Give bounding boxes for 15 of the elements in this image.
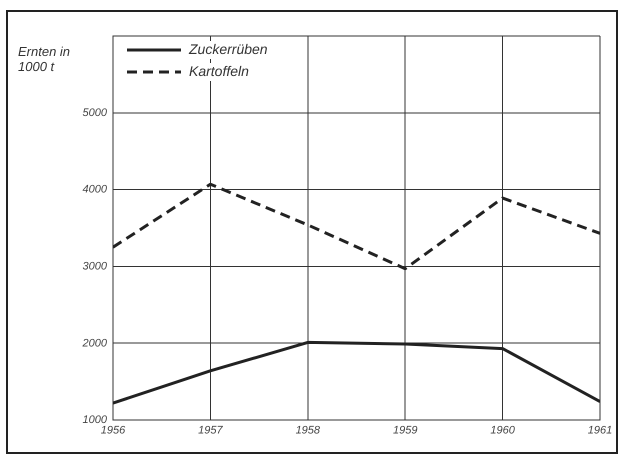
- y-tick-label: 2000: [82, 337, 108, 350]
- y-tick-label: 3000: [82, 260, 108, 272]
- x-tick-label: 1959: [392, 424, 418, 437]
- x-tick-label: 1961: [588, 424, 612, 437]
- y-tick-label: 5000: [82, 106, 108, 119]
- x-tick-label: 1960: [490, 424, 516, 437]
- legend-label: Kartoffeln: [189, 62, 250, 79]
- x-tick-label: 1956: [100, 424, 126, 437]
- y-tick-label: 1000: [82, 414, 108, 426]
- y-tick-label: 4000: [82, 184, 108, 196]
- line-series: [113, 182, 600, 270]
- y-axis-title: Ernten in 1000 t: [18, 44, 72, 74]
- x-tick-label: 1957: [198, 424, 224, 437]
- legend-label: Zuckerrüben: [188, 40, 268, 57]
- x-tick-label: 1958: [296, 424, 321, 437]
